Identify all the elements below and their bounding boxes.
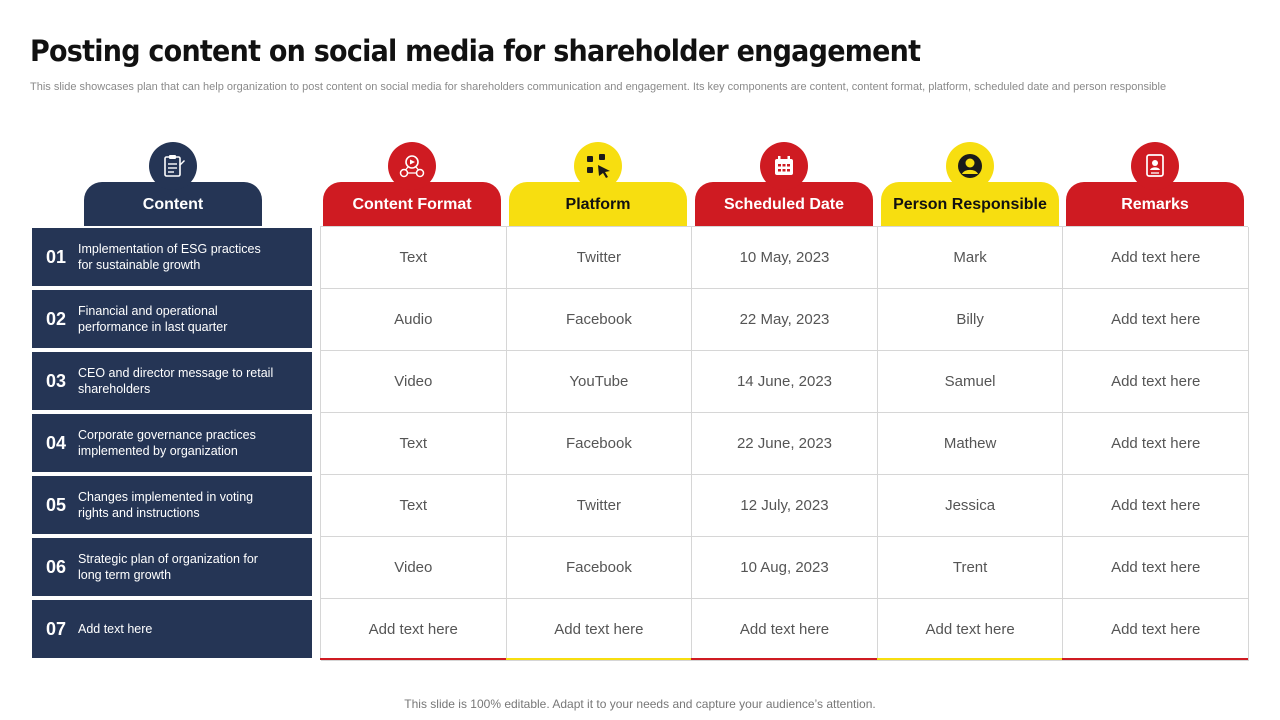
clipboard-icon [149, 142, 197, 190]
cell-format: Add text here [321, 599, 507, 661]
row-number: 02 [45, 308, 67, 329]
cell-remarks: Add text here [1063, 599, 1249, 661]
cell-date: 14 June, 2023 [692, 351, 878, 413]
content-row: 06 Strategic plan of organization for lo… [32, 538, 312, 596]
content-row: 05 Changes implemented in voting rights … [32, 476, 312, 534]
cell-date: Add text here [692, 599, 878, 661]
header-content: Content [84, 140, 262, 226]
content-row: 04 Corporate governance practices implem… [32, 414, 312, 472]
cell-platform: Facebook [506, 289, 693, 351]
accent-line-remarks [1062, 658, 1248, 660]
row-number: 04 [45, 432, 67, 453]
cell-format: Audio [321, 289, 507, 351]
cell-format: Video [321, 351, 507, 413]
cell-remarks: Add text here [1063, 351, 1249, 413]
cell-remarks: Add text here [1063, 475, 1249, 537]
accent-line-date [691, 658, 877, 660]
accent-line-platform [506, 658, 691, 660]
row-number: 01 [45, 246, 67, 267]
cell-format: Text [321, 475, 507, 537]
row-content: Implementation of ESG practices for sust… [78, 242, 261, 272]
user-icon [946, 142, 994, 190]
accent-line-format [320, 658, 506, 660]
cell-platform: Add text here [506, 599, 693, 661]
cell-remarks: Add text here [1063, 227, 1249, 289]
media-format-icon [388, 142, 436, 190]
content-row: 07 Add text here [32, 600, 312, 658]
cell-platform: Facebook [506, 413, 693, 475]
header-format: Content Format [323, 140, 501, 226]
cell-date: 22 May, 2023 [692, 289, 878, 351]
cell-person: Add text here [877, 599, 1064, 661]
header-person: Person Responsible [881, 140, 1059, 226]
cell-platform: YouTube [506, 351, 693, 413]
cell-format: Text [321, 227, 507, 289]
data-grid: Text Twitter 10 May, 2023 Mark Add text here… [320, 226, 1249, 661]
row-content: Changes implemented in voting rights and… [78, 490, 254, 520]
row-number: 06 [45, 556, 67, 577]
cell-date: 12 July, 2023 [692, 475, 878, 537]
header-remarks: Remarks [1066, 140, 1244, 226]
content-row: 02 Financial and operational performance… [32, 290, 312, 348]
accent-line-person [877, 658, 1062, 660]
cell-person: Mathew [877, 413, 1064, 475]
document-icon [1131, 142, 1179, 190]
cell-person: Trent [877, 537, 1064, 599]
slide-subtitle: This slide showcases plan that can help … [30, 81, 1167, 93]
content-row: 03 CEO and director message to retail sh… [32, 352, 312, 410]
cell-date: 10 May, 2023 [692, 227, 878, 289]
social-platform-icon [574, 142, 622, 190]
calendar-icon [760, 142, 808, 190]
cell-platform: Twitter [506, 475, 693, 537]
cell-date: 22 June, 2023 [692, 413, 878, 475]
row-content: Corporate governance practices implement… [78, 428, 256, 458]
cell-platform: Twitter [506, 227, 693, 289]
header-date: Scheduled Date [695, 140, 873, 226]
cell-platform: Facebook [506, 537, 693, 599]
row-number: 05 [45, 494, 67, 515]
row-content: Strategic plan of organization for long … [78, 552, 258, 582]
row-number: 03 [45, 370, 67, 391]
content-row: 01 Implementation of ESG practices for s… [32, 228, 312, 286]
cell-person: Billy [877, 289, 1064, 351]
header-platform: Platform [509, 140, 687, 226]
row-content: CEO and director message to retail share… [78, 366, 274, 396]
cell-format: Text [321, 413, 507, 475]
cell-remarks: Add text here [1063, 289, 1249, 351]
cell-format: Video [321, 537, 507, 599]
cell-person: Jessica [877, 475, 1064, 537]
cell-remarks: Add text here [1063, 537, 1249, 599]
row-content: Add text here [78, 622, 153, 636]
cell-date: 10 Aug, 2023 [692, 537, 878, 599]
row-number: 07 [45, 618, 67, 639]
cell-person: Samuel [877, 351, 1064, 413]
row-content: Financial and operational performance in… [78, 304, 228, 334]
cell-person: Mark [877, 227, 1064, 289]
slide-footer: This slide is 100% editable. Adapt it to… [404, 697, 876, 711]
cell-remarks: Add text here [1063, 413, 1249, 475]
slide-title: Posting content on social media for shar… [30, 34, 921, 68]
